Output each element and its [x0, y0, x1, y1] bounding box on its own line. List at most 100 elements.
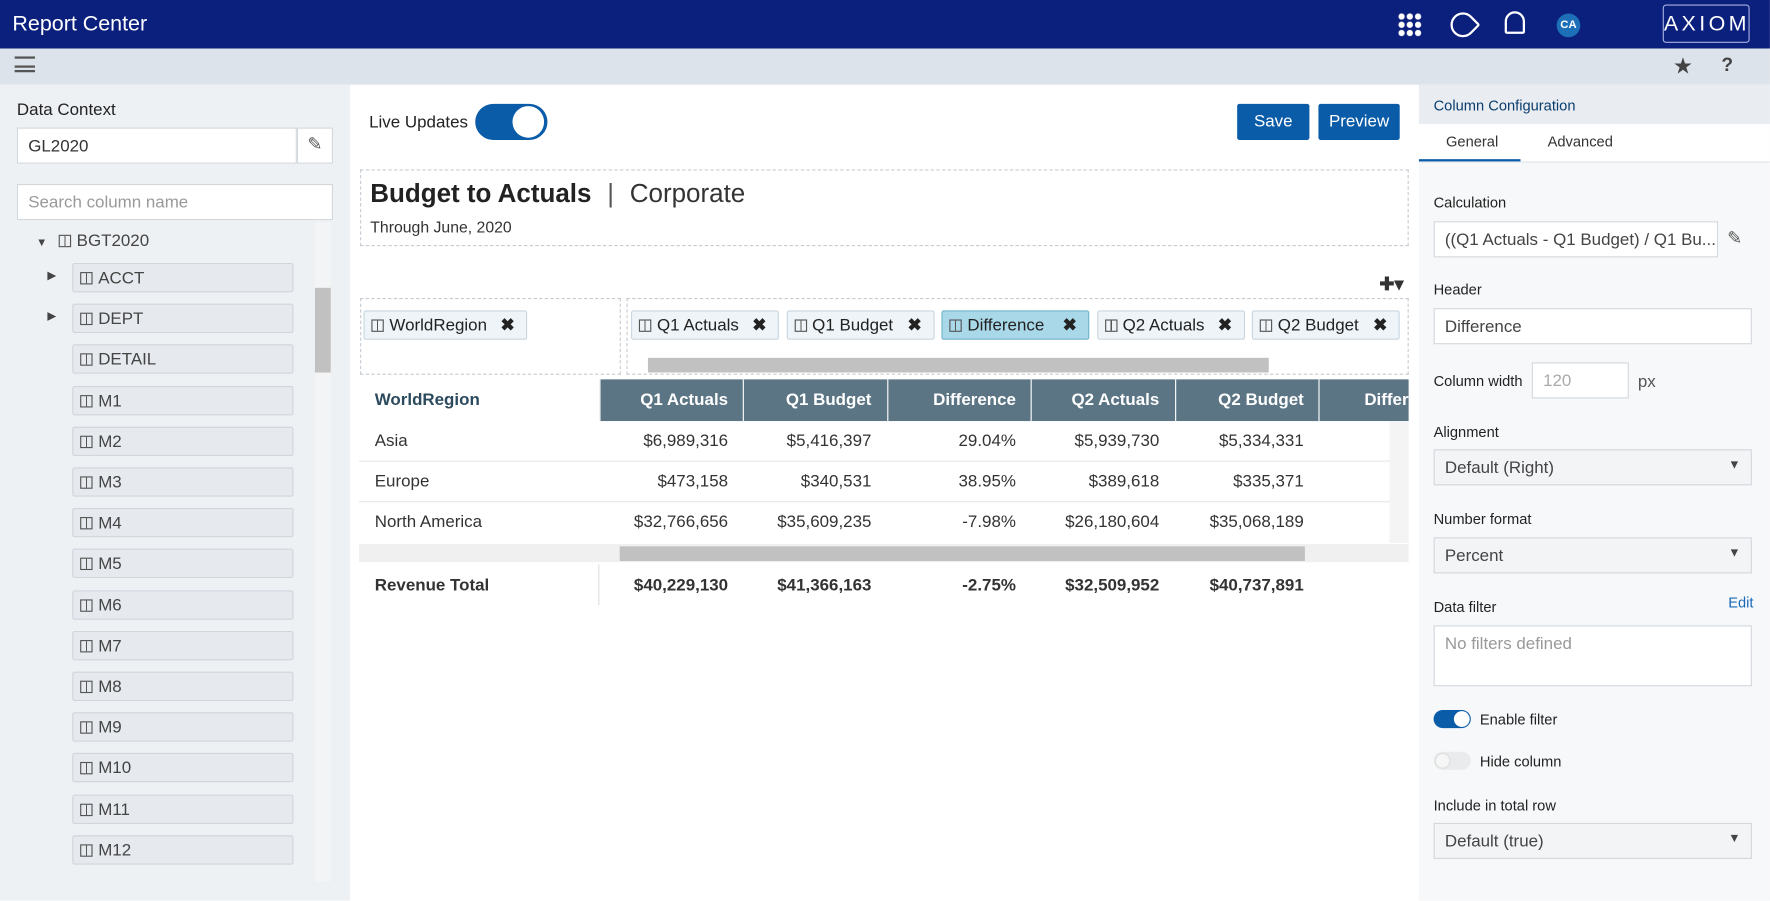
item-label: M10 — [98, 758, 132, 779]
header-input[interactable]: Difference — [1433, 308, 1752, 345]
row-divider — [358, 460, 1390, 462]
edit-button[interactable]: ✎ — [296, 127, 333, 164]
bell-icon[interactable] — [1504, 11, 1526, 34]
table-cell: $40,737,891 — [1209, 575, 1304, 595]
column-item[interactable]: ACCT — [72, 263, 294, 293]
column-item[interactable]: M2 — [72, 426, 294, 456]
item-label: M1 — [98, 391, 122, 411]
column-item[interactable]: M5 — [72, 549, 294, 579]
remove-icon[interactable]: ✖ — [752, 316, 767, 336]
hide-toggle[interactable] — [1433, 751, 1471, 770]
edit-icon[interactable]: ✎ — [1727, 229, 1743, 249]
save-button[interactable]: Save — [1237, 103, 1310, 140]
table-cell: $5,939,730 — [1074, 431, 1160, 451]
column-header[interactable]: Difference — [933, 390, 1016, 410]
avatar[interactable]: CA — [1556, 13, 1581, 38]
column-item[interactable]: M9 — [72, 712, 294, 742]
menu-icon[interactable] — [14, 56, 35, 73]
table-cell: 38.95% — [958, 471, 1016, 492]
column-item[interactable]: DETAIL — [72, 344, 294, 375]
help-icon[interactable]: ? — [1721, 54, 1734, 76]
column-header[interactable]: Q2 Budget — [1218, 390, 1304, 410]
chip-label: WorldRegion — [389, 316, 488, 336]
column-header[interactable]: Q1 Actuals — [640, 390, 729, 410]
column-divider — [742, 379, 744, 422]
remove-icon[interactable]: ✖ — [907, 316, 922, 336]
total-divider — [598, 564, 600, 606]
app-title: Report Center — [12, 12, 148, 37]
row-drop — [360, 298, 621, 375]
caret: ▼ — [1728, 546, 1741, 560]
field-label: Header — [1433, 281, 1482, 299]
width-input[interactable]: 120 — [1531, 362, 1629, 399]
apps-icon[interactable] — [1397, 12, 1423, 38]
field-chip[interactable]: Q2 Budget ✖ — [1251, 310, 1400, 340]
field-chip[interactable]: Q2 Actuals ✖ — [1096, 310, 1245, 340]
search-input[interactable]: Search column name — [16, 183, 333, 221]
column-header[interactable]: WorldRegion — [374, 390, 480, 410]
expander[interactable]: ▶ — [47, 269, 57, 283]
table: WorldRegion Q1 Actuals Q1 Budget Difference… — [358, 379, 1409, 606]
tab-advanced[interactable]: Advanced — [1547, 133, 1613, 151]
preview-button[interactable]: Preview — [1318, 103, 1400, 140]
remove-icon[interactable]: ✖ — [1373, 316, 1388, 336]
item-label: M3 — [98, 472, 122, 493]
field-chip[interactable]: Q1 Actuals ✖ — [630, 310, 779, 340]
total-select[interactable]: Default (true) — [1433, 822, 1752, 860]
tree-root[interactable]: ▼ BGT2020 — [36, 231, 150, 251]
format-select[interactable]: Percent — [1433, 537, 1752, 574]
alignment-select[interactable]: Default (Right) — [1433, 449, 1752, 486]
column-item[interactable]: M7 — [72, 630, 294, 661]
column-header[interactable]: Q2 Actuals — [1071, 390, 1160, 410]
field-label: Include in total row — [1433, 796, 1556, 814]
column-item[interactable]: M4 — [72, 508, 294, 538]
column-divider — [599, 379, 601, 422]
launch-icon[interactable] — [1445, 7, 1481, 43]
remove-icon[interactable]: ✖ — [1062, 316, 1077, 336]
column-item[interactable]: M1 — [72, 385, 294, 415]
live-toggle[interactable] — [475, 103, 548, 140]
column-item[interactable]: M8 — [72, 671, 294, 701]
scrollbar[interactable] — [314, 222, 331, 882]
item-label: DEPT — [98, 309, 144, 329]
field-label: Data filter — [1433, 598, 1497, 616]
item-label: ACCT — [98, 268, 145, 288]
table-cell: $41,366,163 — [777, 575, 872, 595]
remove-icon[interactable]: ✖ — [500, 316, 515, 336]
field-label: Number format — [1433, 510, 1532, 528]
table-cell: $35,609,235 — [777, 512, 872, 532]
table-cell: $389,618 — [1088, 471, 1160, 492]
chip-label: Q2 Actuals — [1122, 316, 1205, 336]
column-item[interactable]: M11 — [72, 794, 294, 824]
column-header[interactable]: Difference — [1364, 390, 1409, 410]
enable-toggle[interactable] — [1433, 710, 1471, 729]
context-input[interactable]: GL2020 — [16, 127, 297, 164]
field-chip[interactable]: Difference ✖ — [941, 310, 1090, 340]
add-menu[interactable]: ✚▾ — [1379, 275, 1404, 295]
table-cell: Revenue Total — [374, 575, 490, 595]
column-item[interactable]: M12 — [72, 835, 294, 865]
item-label: M12 — [98, 840, 132, 860]
table-cell: $6,989,316 — [643, 431, 729, 451]
report-header — [360, 169, 1409, 247]
star-icon[interactable]: ★ — [1672, 54, 1694, 80]
edit-link[interactable]: Edit — [1728, 593, 1754, 611]
field-chip[interactable]: WorldRegion ✖ — [363, 310, 528, 340]
column-item[interactable]: M3 — [72, 467, 294, 497]
tab-general[interactable]: General — [1445, 133, 1499, 151]
column-item[interactable]: DEPT — [72, 303, 294, 334]
chip-label: Q2 Budget — [1277, 316, 1359, 336]
top-bar: Report Center CA AXIOM — [0, 0, 1770, 49]
calculation-input[interactable]: ((Q1 Actuals - Q1 Budget) / Q1 Bu... — [1433, 221, 1719, 258]
column-divider — [1175, 379, 1177, 422]
item-label: M4 — [98, 513, 122, 534]
item-label: DETAIL — [98, 350, 157, 370]
expander[interactable]: ▶ — [47, 310, 57, 324]
column-item[interactable]: M10 — [72, 753, 294, 783]
remove-icon[interactable]: ✖ — [1217, 316, 1233, 336]
column-item[interactable]: M6 — [72, 589, 294, 620]
column-header[interactable]: Q1 Budget — [785, 390, 872, 410]
field-chip[interactable]: Q1 Budget ✖ — [786, 310, 935, 340]
